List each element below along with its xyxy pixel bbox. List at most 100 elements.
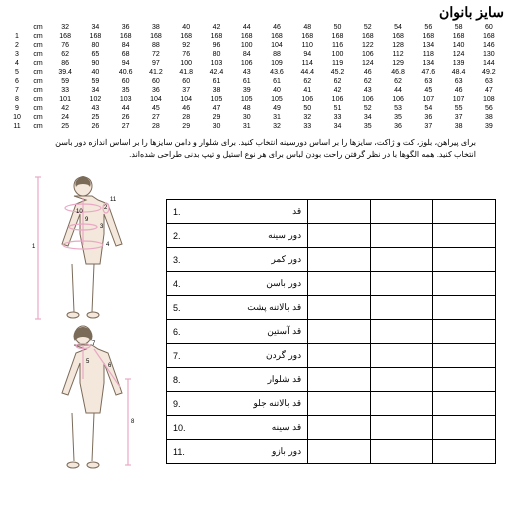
size-cell: 47.6 bbox=[413, 68, 443, 77]
measurement-number: 11. bbox=[167, 440, 192, 464]
size-cell: 61 bbox=[232, 77, 262, 86]
size-cell: 114 bbox=[292, 59, 322, 68]
size-row: 4cm8690949710010310610911411912412913413… bbox=[8, 59, 504, 68]
size-cell: 28 bbox=[171, 113, 201, 122]
size-cell: 63 bbox=[443, 77, 473, 86]
size-cell: 106 bbox=[292, 95, 322, 104]
size-cell: 45.2 bbox=[322, 68, 352, 77]
size-cell: 108 bbox=[474, 95, 504, 104]
size-cell: 52 bbox=[353, 104, 383, 113]
size-cell: 41 bbox=[292, 86, 322, 95]
size-cell: 100 bbox=[232, 41, 262, 50]
svg-text:10: 10 bbox=[76, 209, 83, 215]
size-row: 6cm595960606061616162626262636363 bbox=[8, 77, 504, 86]
size-cell: 106 bbox=[322, 95, 352, 104]
size-cell: 168 bbox=[413, 32, 443, 41]
size-col-header: 48 bbox=[292, 23, 322, 32]
size-cell: 59 bbox=[50, 77, 80, 86]
size-cell: 44.4 bbox=[292, 68, 322, 77]
size-cell: 94 bbox=[111, 59, 141, 68]
size-cell: 103 bbox=[111, 95, 141, 104]
size-cell: 46 bbox=[353, 68, 383, 77]
size-cell: 134 bbox=[413, 59, 443, 68]
size-cell: 42.4 bbox=[201, 68, 231, 77]
size-cell: 130 bbox=[474, 50, 504, 59]
size-cell: 168 bbox=[262, 32, 292, 41]
svg-text:4: 4 bbox=[106, 242, 110, 248]
size-row: 7cm333435363738394041424344454647 bbox=[8, 86, 504, 95]
measurement-label: قد bbox=[192, 200, 308, 224]
size-cell: 128 bbox=[383, 41, 413, 50]
size-cell: 62 bbox=[383, 77, 413, 86]
size-cell: 140 bbox=[443, 41, 473, 50]
measurement-row: 9.قد بالاتنه جلو bbox=[167, 392, 496, 416]
size-cell: 39.4 bbox=[50, 68, 80, 77]
size-col-header: 38 bbox=[141, 23, 171, 32]
size-cell: 53 bbox=[383, 104, 413, 113]
size-cell: 46.8 bbox=[383, 68, 413, 77]
size-cell: 33 bbox=[50, 86, 80, 95]
size-cell: 88 bbox=[262, 50, 292, 59]
size-cell: 105 bbox=[232, 95, 262, 104]
size-cell: 47 bbox=[201, 104, 231, 113]
measurement-table: 1.قد2.دور سینه3.دور کمر4.دور باسن5.قد با… bbox=[166, 199, 496, 464]
size-cell: 35 bbox=[383, 113, 413, 122]
size-cell: 105 bbox=[262, 95, 292, 104]
size-cell: 62 bbox=[50, 50, 80, 59]
size-cell: 103 bbox=[201, 59, 231, 68]
measurement-blank bbox=[308, 320, 371, 344]
measurement-blank bbox=[370, 296, 433, 320]
size-cell: 36 bbox=[383, 122, 413, 131]
measurement-blank bbox=[433, 224, 496, 248]
size-cell: 63 bbox=[413, 77, 443, 86]
measurement-row: 8.قد شلوار bbox=[167, 368, 496, 392]
size-cell: 104 bbox=[262, 41, 292, 50]
size-cell: 38 bbox=[201, 86, 231, 95]
measurement-label: قد سینه bbox=[192, 416, 308, 440]
size-cell: 109 bbox=[262, 59, 292, 68]
size-cell: 26 bbox=[80, 122, 110, 131]
measurement-number: 10. bbox=[167, 416, 192, 440]
measurement-row: 1.قد bbox=[167, 200, 496, 224]
size-cell: 34 bbox=[353, 113, 383, 122]
size-cell: 39 bbox=[232, 86, 262, 95]
size-cell: 90 bbox=[80, 59, 110, 68]
measurement-label: دور کمر bbox=[192, 248, 308, 272]
size-cell: 107 bbox=[443, 95, 473, 104]
size-cell: 33 bbox=[322, 113, 352, 122]
page-title: سایز بانوان bbox=[439, 4, 504, 21]
size-cell: 61 bbox=[262, 77, 292, 86]
measurement-label: دور سینه bbox=[192, 224, 308, 248]
size-cell: 102 bbox=[80, 95, 110, 104]
measurement-row: 11.دور بازو bbox=[167, 440, 496, 464]
size-row: 10cm242526272829303132333435363738 bbox=[8, 113, 504, 122]
measurement-blank bbox=[433, 344, 496, 368]
size-row: 2cm7680848892961001041101161221281341401… bbox=[8, 41, 504, 50]
size-cell: 31 bbox=[262, 113, 292, 122]
size-cell: 43 bbox=[353, 86, 383, 95]
measurement-blank bbox=[308, 200, 371, 224]
size-cell: 37 bbox=[413, 122, 443, 131]
measurement-blank bbox=[433, 416, 496, 440]
size-cell: 119 bbox=[322, 59, 352, 68]
measurement-number: 5. bbox=[167, 296, 192, 320]
size-cell: 36 bbox=[141, 86, 171, 95]
size-cell: 124 bbox=[353, 59, 383, 68]
measurement-label: قد بالاتنه جلو bbox=[192, 392, 308, 416]
measurement-number: 8. bbox=[167, 368, 192, 392]
measurement-number: 9. bbox=[167, 392, 192, 416]
size-cell: 51 bbox=[322, 104, 352, 113]
measurement-number: 2. bbox=[167, 224, 192, 248]
size-cell: 168 bbox=[292, 32, 322, 41]
measurement-body: 1.قد2.دور سینه3.دور کمر4.دور باسن5.قد با… bbox=[167, 200, 496, 464]
svg-text:11: 11 bbox=[110, 197, 117, 203]
size-cell: 106 bbox=[353, 95, 383, 104]
size-cell: 106 bbox=[232, 59, 262, 68]
measurement-blank bbox=[433, 296, 496, 320]
size-cell: 104 bbox=[171, 95, 201, 104]
size-cell: 60 bbox=[111, 77, 141, 86]
size-cell: 41.2 bbox=[141, 68, 171, 77]
measurement-row: 4.دور باسن bbox=[167, 272, 496, 296]
size-cell: 106 bbox=[383, 95, 413, 104]
size-cell: 26 bbox=[111, 113, 141, 122]
